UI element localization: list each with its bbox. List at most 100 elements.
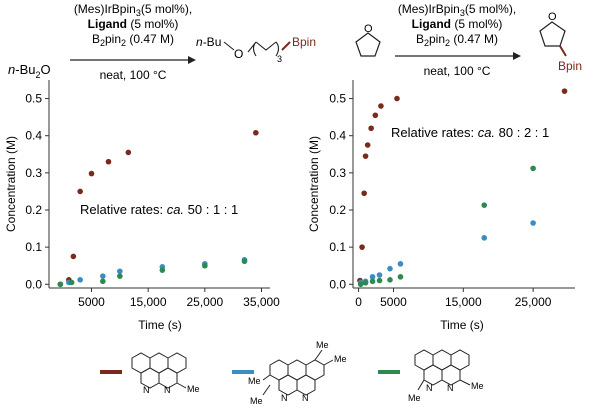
data-point-series-1: [88, 170, 95, 177]
ligand-1-ring-e: [158, 367, 178, 389]
product-left-sub3: 3: [277, 54, 282, 64]
ligand-3-n1: N: [426, 383, 433, 393]
data-point-series-3: [357, 281, 364, 288]
chart-left-annotation: Relative rates: ca. 50 : 1 : 1: [80, 202, 238, 217]
data-point-series-3: [387, 277, 393, 283]
chart-left-y-ticks: 0.0 0.1 0.2 0.3 0.4 0.5: [25, 92, 49, 291]
annotation-left-ca: ca.: [167, 202, 184, 217]
ligand-2-ring-d: [278, 374, 298, 396]
thf-ring: [355, 32, 381, 57]
conditions-right-3: B2pin2 (0.47 M): [416, 32, 498, 48]
x-tick-label: 0: [355, 295, 362, 309]
ligand-1-n2: N: [164, 385, 171, 395]
data-point-series-3: [57, 281, 64, 288]
data-point-series-3: [117, 273, 123, 279]
ligand-2-me1: Me: [316, 340, 329, 350]
ligand-3-me1: Me: [471, 381, 484, 391]
data-point-series-1: [368, 125, 374, 132]
arrowhead-left: [188, 56, 196, 64]
ligand-1-me-bond: [176, 382, 187, 389]
below-arrow-right: neat, 100 °C: [424, 64, 491, 78]
ligand-2-ring-e: [296, 374, 316, 396]
ligand-2-me3-bond: [262, 374, 271, 381]
data-point-series-3: [159, 267, 166, 273]
product-left-bpin: Bpin: [292, 35, 316, 49]
ligand-2-me1-bond: [314, 349, 323, 361]
ligand-3-me2-bond: [417, 379, 425, 391]
chart-left: 0.0 0.1 0.2 0.3 0.4 0.5 5000 15,000 25,000 35,00…: [4, 80, 280, 332]
conditions-right-2: Ligand (5 mol%): [412, 17, 503, 31]
reaction-scheme-left: n-Bu2O (Mes)IrBpin3(5 mol%), Ligand (5 m…: [8, 2, 316, 82]
arrowhead-right: [513, 52, 521, 60]
data-point-series-3: [376, 277, 383, 284]
y-tick-label: 0.4: [329, 129, 346, 143]
data-point-series-2: [369, 274, 376, 280]
substrate-left: n-Bu2O: [8, 62, 51, 80]
ligand-3-ring-d: [423, 364, 443, 386]
y-tick-label: 0.3: [25, 166, 42, 180]
y-tick-label: 0.1: [329, 240, 346, 254]
x-tick-label: 25,000: [186, 295, 223, 309]
conditions-left-1: (Mes)IrBpin3(5 mol%),: [74, 2, 192, 18]
ligand-3-me1-bond: [459, 379, 471, 386]
ligand-1-2-methylphenanthroline: N N Me: [100, 352, 200, 395]
product-left-chain: [223, 41, 235, 51]
x-tick-label: 5000: [78, 295, 105, 309]
data-point-series-2: [530, 220, 536, 226]
data-point-series-2: [481, 235, 488, 241]
product-left-nbu: n-Bu: [196, 35, 221, 49]
conditions-right-1: (Mes)IrBpin3(5 mol%),: [398, 2, 516, 18]
annotation-right-ratio: 80 : 2 : 1: [495, 125, 549, 140]
y-tick-label: 0.0: [329, 277, 346, 291]
data-point-series-1: [394, 95, 400, 102]
x-tick-label: 35,000: [243, 295, 280, 309]
y-tick-label: 0.1: [25, 240, 42, 254]
data-point-series-3: [100, 278, 106, 285]
y-tick-label: 0.3: [329, 166, 346, 180]
product-right-oxygen: O: [548, 11, 557, 23]
data-point-series-1: [378, 103, 384, 109]
data-point-series-2: [117, 268, 123, 275]
chart-right-ylabel: Concentration (M): [307, 136, 321, 232]
y-tick-label: 0.0: [25, 277, 42, 291]
chart-left-x-ticks: 5000 15,000 25,000 35,000: [78, 288, 280, 309]
ligand-2-me4-bond: [262, 384, 271, 396]
ligand-3-me2: Me: [408, 393, 421, 403]
data-point-series-2: [387, 265, 393, 272]
ligand-2-me4: Me: [250, 396, 263, 406]
reaction-scheme-right: O (Mes)IrBpin3(5 mol%), Ligand (5 mol%) …: [355, 2, 582, 78]
annotation-right-prefix: Relative rates:: [391, 125, 478, 140]
data-point-series-1: [105, 158, 112, 165]
data-point-series-1: [253, 129, 259, 136]
chart-right-points: [357, 88, 568, 288]
chart-right-x-ticks: 0 5000 15,000 25,000: [355, 288, 552, 309]
ligand-2-me2: Me: [334, 354, 347, 364]
y-tick-label: 0.5: [25, 92, 42, 106]
y-tick-label: 0.2: [329, 203, 346, 217]
data-point-series-3: [369, 278, 376, 285]
data-point-series-1: [372, 112, 379, 119]
product-left-o: O: [234, 47, 243, 61]
ligand-2-n1: N: [281, 393, 288, 403]
conditions-left-2: Ligand (5 mol%): [88, 17, 179, 31]
x-tick-label: 5000: [380, 295, 407, 309]
annotation-left-prefix: Relative rates:: [80, 202, 167, 217]
chart-left-points: [57, 129, 259, 288]
data-point-series-1: [561, 88, 568, 94]
ligand-2-n2: N: [302, 393, 309, 403]
product-left-paren: [247, 41, 280, 57]
below-arrow-left: neat, 100 °C: [100, 68, 167, 82]
annotation-left-ratio: 50 : 1 : 1: [184, 202, 238, 217]
ligand-1-n1: N: [143, 385, 150, 395]
conditions-left-3: B2pin2 (0.47 M): [92, 32, 174, 48]
data-point-series-3: [481, 202, 488, 208]
data-point-series-1: [70, 253, 77, 260]
x-tick-label: 25,000: [515, 295, 552, 309]
chart-left-ylabel: Concentration (M): [4, 136, 18, 232]
data-point-series-2: [100, 273, 106, 279]
ligand-3-dimethylphenanthroline: N N Me Me: [378, 349, 484, 403]
chart-right: 0.0 0.1 0.2 0.3 0.4 0.5 0 5000 15,000 25,000 Con…: [307, 80, 575, 332]
data-point-series-3: [68, 279, 75, 286]
chart-right-y-ticks: 0.0 0.1 0.2 0.3 0.4 0.5: [329, 92, 353, 291]
